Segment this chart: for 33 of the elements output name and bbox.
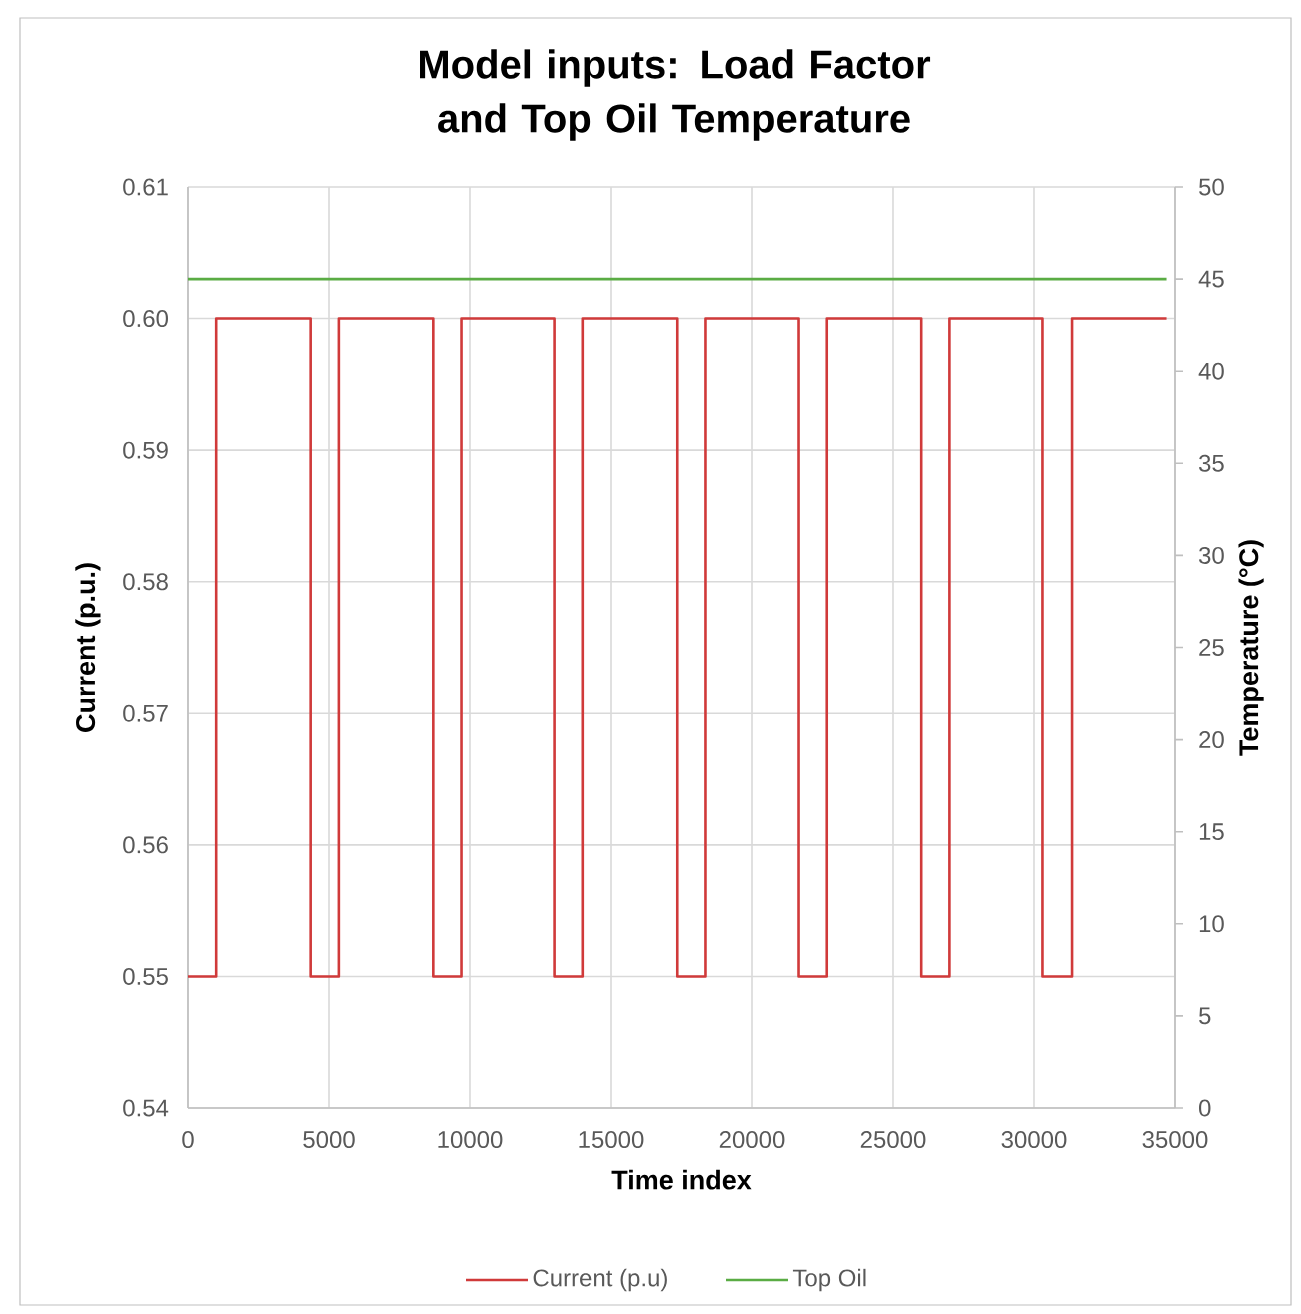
y2-tick-label: 50	[1199, 178, 1224, 196]
y-tick-label: 0.60	[123, 310, 168, 328]
y-tick-label: 0.58	[123, 573, 168, 591]
y2-axis-title: Temperature (°C)	[1238, 540, 1264, 756]
x-tick-label: 10000	[438, 1131, 503, 1149]
y2-tick-label: 15	[1199, 823, 1224, 841]
y2-tick-label: 0	[1199, 1099, 1211, 1117]
x-tick-label: 25000	[860, 1131, 926, 1149]
y2-tick-label: 5	[1199, 1007, 1211, 1025]
y2-tick-label: 25	[1199, 639, 1224, 656]
y-tick-label: 0.59	[123, 441, 168, 459]
x-tick-label: 0	[182, 1131, 194, 1149]
x-tick-label: 20000	[719, 1131, 785, 1149]
y-tick-label: 0.55	[123, 967, 168, 985]
chart-title: Model inputs: Load Factor and Top Oil Temperature	[420, 49, 931, 141]
y-tick-label: 0.56	[123, 836, 168, 854]
x-tick-label: 35000	[1142, 1131, 1208, 1149]
y2-tick-label: 10	[1199, 915, 1224, 933]
y2-tick-label: 35	[1198, 454, 1224, 472]
x-tick-label: 15000	[579, 1131, 644, 1149]
y-tick-label: 0.61	[123, 178, 168, 196]
y2-tick-label: 40	[1198, 362, 1224, 380]
y-tick-label: 0.57	[123, 704, 168, 722]
legend-label: Top Oil	[792, 1268, 866, 1292]
x-tick-label: 30000	[1001, 1131, 1067, 1149]
y2-tick-label: 30	[1198, 546, 1224, 564]
y-tick-label: 0.54	[123, 1099, 169, 1117]
x-axis-title: Time index	[611, 1169, 752, 1190]
y2-tick-label: 45	[1198, 270, 1224, 288]
y-axis-title: Current (p.u.)	[75, 563, 101, 732]
legend-label: Current (p.u)	[533, 1268, 667, 1292]
x-tick-label: 5000	[303, 1131, 355, 1149]
y2-tick-label: 20	[1199, 731, 1224, 749]
